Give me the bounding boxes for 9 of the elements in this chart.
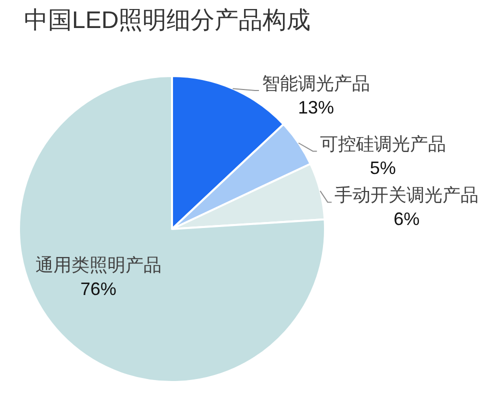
title: 中国LED照明细分产品构成 bbox=[24, 7, 311, 34]
slice-label: 通用类照明产品 bbox=[35, 254, 162, 275]
slice-label: 可控硅调光产品 bbox=[320, 134, 446, 154]
slice-label: 手动开关调光产品 bbox=[334, 185, 479, 206]
data-label: 5% bbox=[370, 158, 396, 178]
slice-label: 智能调光产品 bbox=[262, 73, 370, 94]
data-label: 76% bbox=[80, 278, 116, 299]
data-label: 6% bbox=[394, 209, 420, 230]
data-label: 13% bbox=[298, 97, 334, 118]
